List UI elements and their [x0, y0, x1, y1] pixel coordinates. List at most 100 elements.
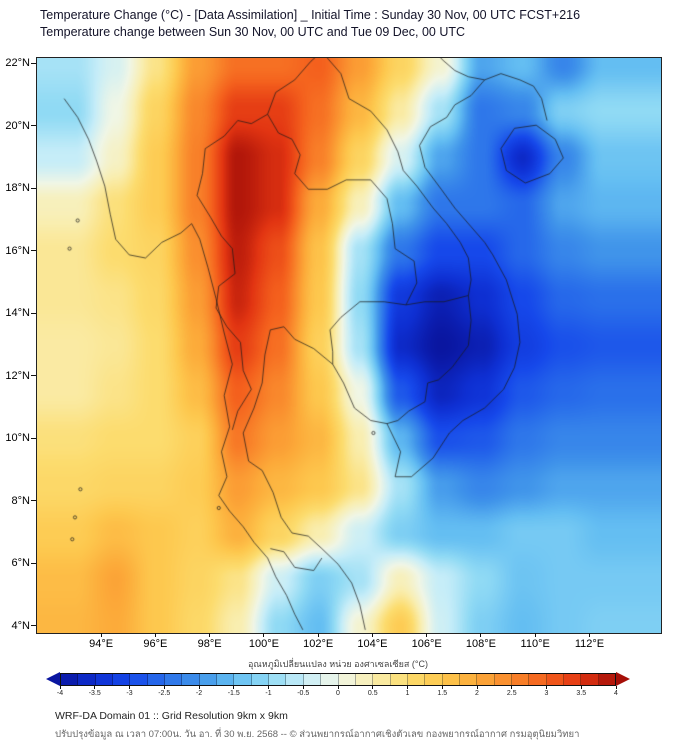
colorbar-tick-label: -3: [126, 690, 133, 697]
y-axis-tick: [31, 625, 36, 627]
colorbar-segment: [95, 673, 114, 685]
x-tick-label: 96°E: [143, 638, 168, 650]
y-axis-tick: [31, 437, 36, 439]
y-tick-label: 10°N: [5, 432, 30, 445]
colorbar-label: อุณหภูมิเปลี่ยนแปลง หน่วย องศาเซลเซียส (…: [248, 659, 428, 669]
y-tick-label: 6°N: [11, 557, 30, 570]
update-info: ปรับปรุงข้อมูล ณ เวลา 07:00น. วัน อา. ที…: [55, 729, 580, 740]
colorbar-segment: [338, 673, 356, 685]
map-title: Temperature Change (°C) - [Data Assimila…: [40, 8, 581, 22]
colorbar-segment: [165, 673, 183, 685]
colorbar-segment: [355, 673, 374, 685]
colorbar-tickmark: [511, 686, 513, 689]
colorbar-tick-label: 3: [544, 690, 549, 697]
colorbar-tick-label: 2: [475, 690, 479, 697]
colorbar-tick-label: 2.5: [506, 690, 517, 697]
colorbar-segment: [390, 673, 408, 685]
y-axis-tick: [31, 562, 36, 564]
y-tick-label: 4°N: [11, 619, 30, 632]
colorbar-tickmark: [580, 686, 582, 689]
colorbar-tick-label: 1.5: [437, 690, 448, 697]
x-axis-tick: [154, 633, 156, 637]
colorbar-segment: [234, 673, 252, 685]
y-axis-tick: [31, 62, 36, 64]
y-axis-tick: [31, 187, 36, 189]
colorbar-tickmark: [546, 686, 547, 689]
map-area: [36, 57, 662, 634]
colorbar-tickmark: [268, 686, 269, 689]
colorbar-segment: [130, 673, 148, 685]
y-axis-tick: [31, 125, 36, 127]
colorbar-tickmark: [163, 686, 165, 689]
x-axis-tick: [426, 633, 428, 637]
colorbar-segment: [61, 673, 79, 685]
colorbar-segment: [598, 673, 615, 685]
colorbar-left-arrow: [46, 672, 60, 686]
domain-info: WRF-DA Domain 01 :: Grid Resolution 9km …: [55, 710, 288, 722]
y-tick-label: 18°N: [5, 182, 30, 195]
colorbar-tickmark: [59, 686, 61, 689]
x-axis-tick: [371, 633, 373, 637]
colorbar-tick-label: 0.5: [367, 690, 378, 697]
map-subtitle: Temperature change between Sun 30 Nov, 0…: [40, 25, 466, 39]
colorbar-segment: [217, 673, 235, 685]
colorbar-segment: [147, 673, 166, 685]
colorbar-tickmark: [198, 686, 200, 689]
colorbar-segment: [477, 673, 495, 685]
colorbar-segment: [113, 673, 131, 685]
x-axis-tick: [263, 633, 265, 637]
y-tick-label: 12°N: [5, 369, 30, 382]
x-tick-label: 94°E: [89, 638, 114, 650]
colorbar-tick-label: -0.5: [297, 690, 310, 697]
colorbar-segment: [78, 673, 96, 685]
colorbar-tickmark: [302, 686, 304, 689]
colorbar-segment: [303, 673, 322, 685]
x-axis-tick: [588, 633, 590, 637]
colorbar-tickmark: [441, 686, 443, 689]
x-tick-label: 102°E: [303, 638, 334, 650]
colorbar-segment: [581, 673, 599, 685]
colorbar-segment: [546, 673, 564, 685]
colorbar-right-arrow: [616, 672, 630, 686]
colorbar-segment: [407, 673, 426, 685]
x-tick-label: 104°E: [357, 638, 388, 650]
y-axis-tick: [31, 312, 36, 314]
colorbar-segment: [251, 673, 270, 685]
x-tick-label: 106°E: [411, 638, 442, 650]
colorbar-tick-label: -2: [195, 690, 203, 697]
colorbar-segment: [563, 673, 582, 685]
y-tick-label: 14°N: [5, 307, 30, 320]
colorbar-tickmark: [407, 686, 408, 689]
colorbar-segment: [425, 673, 443, 685]
colorbar-tick-label: 0: [336, 690, 340, 697]
x-axis-tick: [100, 633, 102, 637]
colorbar-segment: [269, 673, 287, 685]
colorbar-tick-label: -4: [56, 690, 64, 697]
colorbar-tickmark: [372, 686, 374, 689]
colorbar: [46, 672, 630, 686]
colorbar-segment: [373, 673, 391, 685]
colorbar-tick-label: 1: [405, 690, 410, 697]
colorbar-tickmark: [615, 686, 617, 689]
colorbar-segment: [286, 673, 304, 685]
colorbar-segment: [459, 673, 478, 685]
x-tick-label: 100°E: [248, 638, 279, 650]
x-axis-tick: [317, 633, 319, 637]
colorbar-gradient: [60, 672, 616, 686]
colorbar-tickmark: [94, 686, 96, 689]
colorbar-segment: [494, 673, 512, 685]
y-tick-label: 22°N: [5, 57, 30, 70]
colorbar-segment: [511, 673, 530, 685]
y-tick-label: 8°N: [11, 494, 30, 507]
y-axis-tick: [31, 500, 36, 502]
colorbar-tick-label: -3.5: [88, 690, 101, 697]
x-tick-label: 108°E: [465, 638, 496, 650]
colorbar-tickmark: [129, 686, 130, 689]
colorbar-tickmark: [233, 686, 235, 689]
colorbar-segment: [442, 673, 460, 685]
y-tick-label: 16°N: [5, 244, 30, 257]
y-axis-tick: [31, 375, 36, 377]
x-tick-label: 98°E: [197, 638, 222, 650]
colorbar-tick-label: -2.5: [158, 690, 171, 697]
